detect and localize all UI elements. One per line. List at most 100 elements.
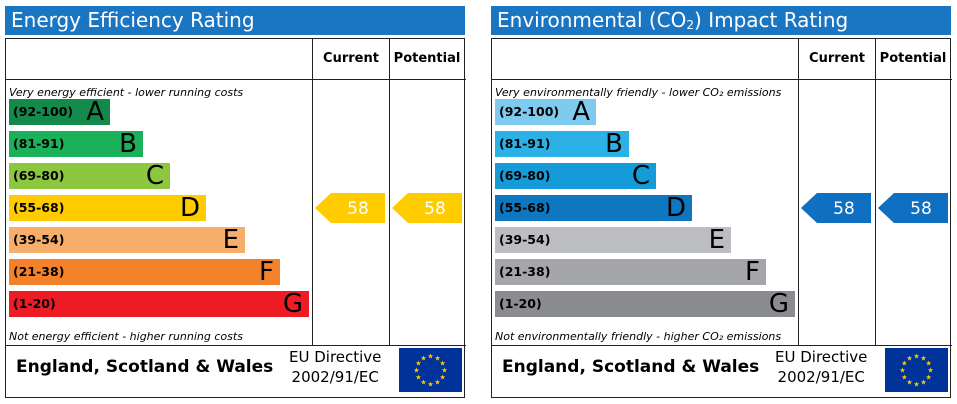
top-note: Very environmentally friendly - lower CO…: [495, 86, 782, 99]
header-divider: [6, 79, 466, 80]
eu-star-icon: ★: [901, 360, 907, 368]
current-rating-arrow: 58: [315, 193, 385, 223]
eu-star-icon: ★: [420, 354, 426, 362]
rating-arrow-shape: [315, 193, 385, 223]
band-range-label: (55-68): [499, 200, 551, 215]
current-column-header: Current: [809, 51, 865, 66]
eu-star-icon: ★: [901, 374, 907, 382]
band-e: (39-54) E: [9, 225, 245, 255]
band-letter: D: [179, 193, 200, 223]
band-letter: G: [282, 289, 303, 319]
band-letter: C: [145, 161, 164, 191]
band-a: (92-100) A: [9, 98, 110, 126]
rating-value-label: 58: [910, 199, 932, 219]
eu-star-icon: ★: [913, 381, 919, 389]
band-letter: F: [745, 257, 760, 287]
rating-value-label: 58: [833, 199, 855, 219]
environmental-impact-title: Environmental (CO2) Impact Rating: [491, 6, 951, 35]
band-range-label: (39-54): [13, 232, 65, 247]
column-divider: [312, 39, 313, 345]
region-label: England, Scotland & Wales: [502, 357, 760, 377]
current-rating-arrow: 58: [801, 193, 871, 223]
band-letter: G: [768, 289, 789, 319]
rating-value-label: 58: [424, 199, 446, 219]
band-g: (1-20) G: [9, 289, 309, 319]
band-g: (1-20) G: [495, 289, 795, 319]
band-f: (21-38) F: [495, 257, 766, 287]
band-letter: B: [119, 129, 137, 159]
column-divider: [798, 39, 799, 345]
eu-star-icon: ★: [415, 360, 421, 368]
eu-star-icon: ★: [413, 367, 419, 375]
eu-star-icon: ★: [427, 381, 433, 389]
band-letter: D: [665, 193, 686, 223]
rating-arrow-shape: [801, 193, 871, 223]
rating-arrow-shape: [878, 193, 948, 223]
eu-star-icon: ★: [439, 374, 445, 382]
band-range-label: (81-91): [13, 136, 65, 151]
band-d: (55-68) D: [9, 193, 206, 223]
eu-star-icon: ★: [899, 367, 905, 375]
potential-rating-arrow: 58: [878, 193, 948, 223]
energy-efficiency-title: Energy Efficiency Rating: [5, 6, 465, 35]
eu-star-icon: ★: [420, 379, 426, 387]
band-range-label: (92-100): [499, 104, 560, 119]
band-letter: C: [631, 161, 650, 191]
eu-star-icon: ★: [925, 360, 931, 368]
title-subscript: 2: [686, 18, 695, 32]
band-d: (55-68) D: [495, 193, 692, 223]
eu-star-icon: ★: [441, 367, 447, 375]
band-a: (92-100) A: [495, 97, 596, 127]
band-b: (81-91) B: [9, 129, 143, 159]
bottom-note: Not energy efficient - higher running co…: [9, 330, 243, 343]
band-letter: E: [708, 225, 725, 255]
eu-directive-line2: 2002/91/EC: [291, 368, 379, 386]
eu-star-icon: ★: [920, 379, 926, 387]
band-range-label: (92-100): [13, 104, 74, 119]
potential-column-header: Potential: [879, 51, 947, 66]
band-c: (69-80) C: [9, 161, 170, 191]
band-range-label: (69-80): [499, 168, 551, 183]
eu-star-icon: ★: [434, 379, 440, 387]
eu-directive-line2: 2002/91/EC: [777, 368, 865, 386]
current-column-header: Current: [323, 51, 379, 66]
environmental-impact-frame: Current Potential Very environmentally f…: [491, 38, 952, 398]
band-range-label: (1-20): [13, 296, 56, 311]
energy-efficiency-frame: Current Potential Very energy efficient …: [5, 38, 466, 398]
rating-value-label: 58: [347, 199, 369, 219]
column-divider: [875, 39, 876, 345]
eu-directive: EU Directive 2002/91/EC: [289, 347, 381, 387]
band-range-label: (69-80): [13, 168, 65, 183]
eu-directive: EU Directive 2002/91/EC: [775, 347, 867, 387]
band-range-label: (39-54): [499, 232, 551, 247]
eu-star-icon: ★: [439, 360, 445, 368]
band-f: (21-38) F: [9, 257, 280, 287]
region-label: England, Scotland & Wales: [16, 357, 274, 377]
eu-star-icon: ★: [920, 354, 926, 362]
eu-star-icon: ★: [427, 353, 433, 361]
eu-star-icon: ★: [434, 354, 440, 362]
band-letter: A: [572, 97, 590, 127]
eu-star-icon: ★: [927, 367, 933, 375]
title-suffix: ) Impact Rating: [694, 8, 849, 32]
top-note: Very energy efficient - lower running co…: [9, 86, 244, 99]
column-divider: [389, 39, 390, 345]
title-prefix: Environmental (CO: [497, 8, 687, 32]
footer-divider: [6, 345, 466, 346]
eu-star-icon: ★: [415, 374, 421, 382]
eu-flag-icon: ★ ★ ★ ★ ★ ★ ★ ★ ★ ★ ★ ★: [399, 348, 462, 392]
eu-star-icon: ★: [925, 374, 931, 382]
band-b: (81-91) B: [495, 130, 629, 158]
environmental-impact-panel: Environmental (CO2) Impact Rating Curren…: [491, 6, 952, 398]
band-range-label: (1-20): [499, 296, 542, 311]
band-range-label: (21-38): [13, 264, 65, 279]
eu-star-icon: ★: [906, 379, 912, 387]
band-range-label: (21-38): [499, 264, 551, 279]
eu-directive-line1: EU Directive: [289, 348, 382, 366]
eu-star-icon: ★: [906, 354, 912, 362]
band-c: (69-80) C: [495, 161, 656, 191]
band-range-label: (55-68): [13, 200, 65, 215]
footer-divider: [492, 345, 952, 346]
band-letter: F: [259, 257, 274, 287]
band-letter: E: [222, 225, 239, 255]
